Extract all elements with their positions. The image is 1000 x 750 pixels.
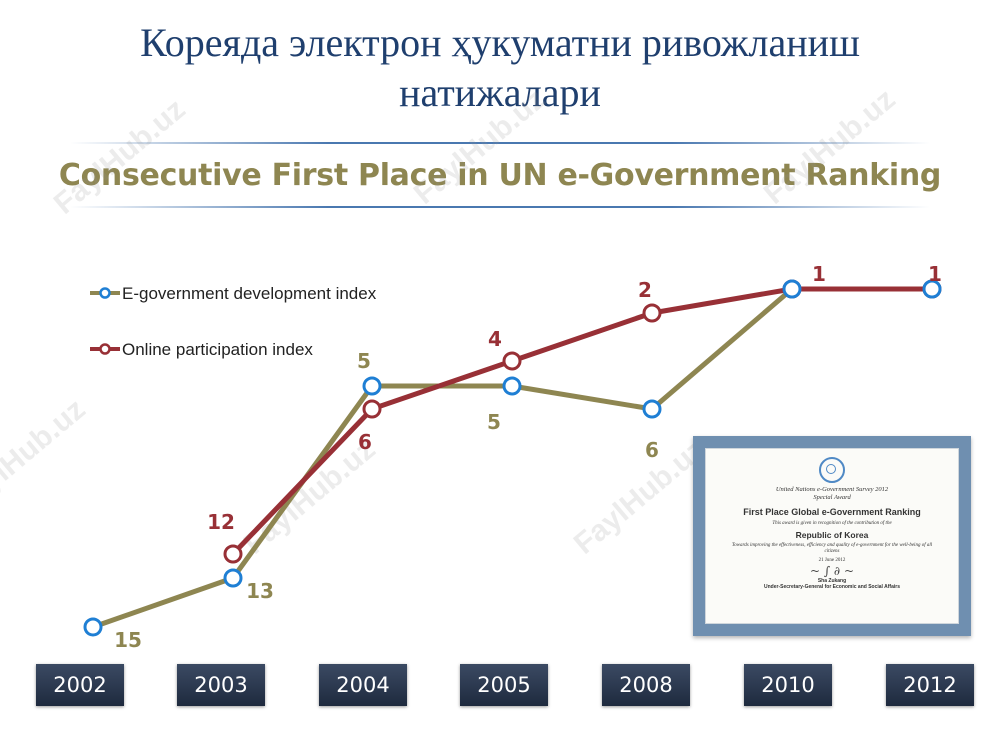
data-label-egov: 13	[246, 579, 274, 603]
title-line-2: натижалари	[399, 70, 601, 115]
legend-label-egov: E-government development index	[122, 284, 377, 303]
data-label-egov: 6	[645, 438, 659, 462]
data-label-online: 12	[207, 510, 235, 534]
year-label: 2002	[36, 664, 124, 706]
legend-marker-egov	[99, 287, 111, 299]
data-label-egov: 5	[487, 410, 501, 434]
data-point-egov	[83, 617, 103, 637]
data-point-online	[223, 544, 243, 564]
year-label: 2005	[460, 664, 548, 706]
series-line-online	[231, 286, 932, 556]
legend-marker-online	[99, 343, 111, 355]
certificate-date: 21 June 2012	[818, 558, 846, 563]
certificate-recognition: This award is given in recognition of th…	[772, 521, 892, 526]
year-label: 2008	[602, 664, 690, 706]
certificate-award: Special Award	[813, 494, 851, 501]
bottom-rule	[70, 206, 930, 208]
certificate-survey: United Nations e-Government Survey 2012	[775, 486, 889, 493]
data-label-online: 6	[358, 430, 372, 454]
data-point-online	[502, 351, 522, 371]
data-point-online	[362, 399, 382, 419]
data-label-online: 1	[928, 262, 942, 286]
data-point-egov	[502, 376, 522, 396]
certificate-signer-title: Under-Secretary-General for Economic and…	[764, 584, 900, 590]
certificate-heading: First Place Global e-Government Ranking	[743, 507, 921, 517]
data-label-online: 1	[812, 262, 826, 286]
legend-label-online: Online participation index	[122, 340, 313, 359]
year-label: 2004	[319, 664, 407, 706]
data-point-online	[642, 303, 662, 323]
data-point-egov	[223, 568, 243, 588]
legend: E-government development index Online pa…	[90, 284, 377, 359]
award-certificate: United Nations e-Government Survey 2012 …	[693, 436, 971, 636]
data-label-online: 4	[488, 327, 502, 351]
year-label: 2012	[886, 664, 974, 706]
data-point-egov	[782, 279, 802, 299]
un-emblem-icon	[819, 457, 845, 483]
title-line-1: Кореяда электрон ҳукуматни ривожланиш	[140, 20, 860, 65]
data-point-egov	[922, 279, 942, 299]
data-label-online: 2	[638, 278, 652, 302]
subtitle: Consecutive First Place in UN e-Governme…	[58, 158, 942, 193]
data-label-egov: 15	[114, 628, 142, 652]
page-title: Кореяда электрон ҳукуматни ривожланиш на…	[0, 18, 1000, 118]
certificate-country: Republic of Korea	[795, 530, 869, 540]
certificate-reason: Towards improving the effectiveness, eff…	[731, 543, 933, 554]
signature-icon: ~ ∫ ∂ ~	[809, 564, 854, 578]
data-label-egov: 5	[357, 349, 371, 373]
plot-area: 15 13 5 5 6 12 6 4 2 1 1	[83, 262, 942, 652]
certificate-signer: Sha Zukang	[817, 578, 847, 584]
year-label: 2003	[177, 664, 265, 706]
year-label: 2010	[744, 664, 832, 706]
data-point-egov	[362, 376, 382, 396]
data-point-egov	[642, 399, 662, 419]
top-rule	[70, 142, 930, 144]
certificate-paper: United Nations e-Government Survey 2012 …	[705, 448, 959, 624]
